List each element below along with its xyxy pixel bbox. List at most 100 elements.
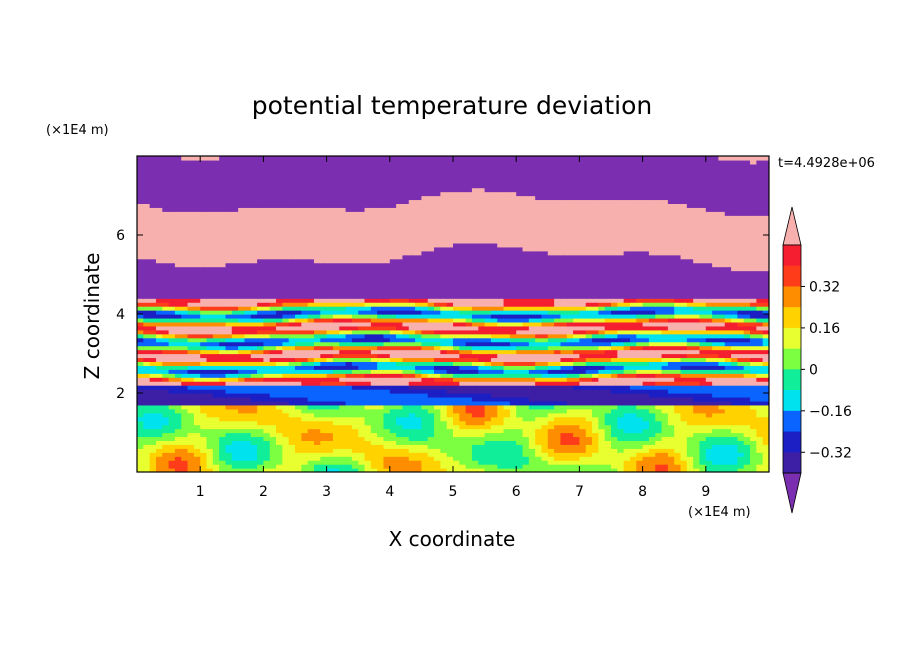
heatmap-cell xyxy=(389,353,397,359)
heatmap-cell xyxy=(326,310,334,315)
heatmap-cell xyxy=(238,377,246,382)
heatmap-cell xyxy=(573,365,580,370)
heatmap-cell xyxy=(598,317,606,323)
heatmap-cell xyxy=(143,408,151,414)
heatmap-cell xyxy=(648,317,656,323)
heatmap-cell xyxy=(611,298,618,303)
heatmap-cell xyxy=(490,396,498,402)
heatmap-cell xyxy=(516,400,524,406)
heatmap-cell xyxy=(604,286,612,291)
heatmap-cell xyxy=(554,361,562,366)
heatmap-cell xyxy=(516,349,524,355)
heatmap-cell xyxy=(573,278,580,283)
heatmap-cell xyxy=(389,290,397,295)
heatmap-cell xyxy=(383,385,391,390)
heatmap-cell xyxy=(269,396,277,402)
heatmap-cell xyxy=(332,444,340,449)
heatmap-cell xyxy=(693,321,701,327)
heatmap-cell xyxy=(465,317,473,323)
heatmap-cell xyxy=(389,436,397,441)
heatmap-cell xyxy=(648,333,656,339)
heatmap-cell xyxy=(598,385,606,390)
heatmap-cell xyxy=(541,404,549,410)
heatmap-cell xyxy=(693,353,701,359)
heatmap-cell xyxy=(642,341,650,347)
heatmap-cell xyxy=(313,456,321,461)
heatmap-cell xyxy=(446,420,454,426)
heatmap-cell xyxy=(370,294,378,299)
heatmap-cell xyxy=(364,314,372,319)
heatmap-cell xyxy=(465,361,473,366)
heatmap-cell xyxy=(320,393,328,398)
heatmap-cell xyxy=(427,341,435,347)
heatmap-cell xyxy=(263,464,271,469)
heatmap-cell xyxy=(408,385,416,390)
heatmap-cell xyxy=(617,432,625,438)
heatmap-cell xyxy=(509,460,517,465)
heatmap-cell xyxy=(206,448,214,453)
heatmap-cell xyxy=(143,345,151,351)
heatmap-cell xyxy=(187,321,195,327)
heatmap-cell xyxy=(509,468,517,472)
heatmap-cell xyxy=(383,389,391,394)
heatmap-cell xyxy=(611,452,618,457)
heatmap-cell xyxy=(686,460,694,465)
heatmap-cell xyxy=(743,290,751,295)
heatmap-cell xyxy=(554,286,562,291)
heatmap-cell xyxy=(655,420,663,426)
heatmap-cell xyxy=(731,290,738,295)
heatmap-cell xyxy=(155,456,163,461)
heatmap-cell xyxy=(174,404,182,410)
heatmap-cell xyxy=(332,381,340,386)
heatmap-cell xyxy=(541,274,549,280)
heatmap-cell xyxy=(554,377,562,382)
heatmap-cell xyxy=(459,456,467,461)
heatmap-cell xyxy=(623,353,631,359)
heatmap-cell xyxy=(313,353,321,359)
heatmap-cell xyxy=(345,310,353,315)
heatmap-cell xyxy=(535,314,543,319)
heatmap-cell xyxy=(269,377,277,382)
heatmap-cell xyxy=(276,456,283,461)
heatmap-cell xyxy=(629,381,637,386)
heatmap-cell xyxy=(174,353,182,359)
heatmap-cell xyxy=(276,389,283,394)
heatmap-cell xyxy=(149,377,157,382)
heatmap-cell xyxy=(592,317,599,323)
heatmap-cell xyxy=(446,389,454,394)
heatmap-cell xyxy=(415,377,422,382)
heatmap-cell xyxy=(339,389,347,394)
heatmap-cell xyxy=(244,377,252,382)
heatmap-cell xyxy=(636,444,644,449)
heatmap-cell xyxy=(187,298,195,303)
heatmap-cell xyxy=(560,286,568,291)
heatmap-cell xyxy=(301,396,309,402)
heatmap-cell xyxy=(674,278,682,283)
heatmap-cell xyxy=(750,357,757,362)
heatmap-cell xyxy=(396,377,404,382)
heatmap-cell xyxy=(674,389,682,394)
heatmap-cell xyxy=(560,282,568,287)
heatmap-cell xyxy=(364,329,372,335)
heatmap-cell xyxy=(193,393,201,398)
heatmap-cell xyxy=(200,306,208,311)
heatmap-cell xyxy=(617,408,625,414)
heatmap-cell xyxy=(244,333,252,339)
heatmap-cell xyxy=(718,440,726,445)
heatmap-cell xyxy=(370,408,378,414)
heatmap-cell xyxy=(408,329,416,335)
heatmap-cell xyxy=(503,306,511,311)
heatmap-cell xyxy=(585,389,593,394)
heatmap-cell xyxy=(509,393,517,398)
heatmap-cell xyxy=(364,448,372,453)
heatmap-cell xyxy=(358,428,366,434)
heatmap-cell xyxy=(604,440,612,445)
heatmap-cell xyxy=(636,385,644,390)
heatmap-cell xyxy=(497,385,505,390)
heatmap-cell xyxy=(440,369,448,374)
heatmap-cell xyxy=(516,310,524,315)
heatmap-cell xyxy=(585,424,593,430)
heatmap-cell xyxy=(743,377,751,382)
heatmap-cell xyxy=(320,404,328,410)
heatmap-cell xyxy=(705,282,713,287)
